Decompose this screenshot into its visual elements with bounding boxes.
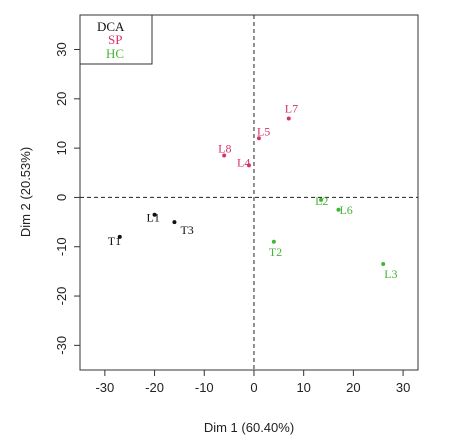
data-points: T1 L1 T3 L7 L5 L8 L4 L2 L6 T2 L3 [108, 102, 398, 281]
y-tick-label: -30 [54, 336, 69, 355]
data-point [172, 220, 177, 225]
point-label: L5 [257, 124, 270, 138]
legend-entry: SP [108, 32, 122, 47]
point-label: L7 [285, 102, 298, 116]
legend-box [79, 14, 153, 65]
y-tick-label: 0 [54, 194, 69, 201]
point-label: L4 [237, 155, 250, 169]
data-point [117, 234, 122, 239]
x-tick-label: -10 [195, 380, 214, 395]
data-point [152, 212, 157, 217]
data-point [381, 261, 386, 266]
y-axis: -30 -20 -10 0 10 20 30 [54, 42, 80, 355]
x-tick-label: -30 [95, 380, 114, 395]
y-tick-label: -10 [54, 237, 69, 256]
reference-lines [80, 15, 418, 370]
data-point [256, 136, 261, 141]
x-axis-label: Dim 1 (60.40%) [204, 420, 294, 435]
data-point [319, 197, 324, 202]
data-point [222, 153, 227, 158]
y-axis-label: Dim 2 (20.53%) [18, 147, 33, 237]
x-tick-label: 20 [346, 380, 360, 395]
point-label: L3 [384, 267, 397, 281]
x-tick-label: -20 [145, 380, 164, 395]
data-point [271, 239, 276, 244]
point-label: L2 [315, 194, 328, 208]
x-tick-label: 0 [250, 380, 257, 395]
data-point [336, 207, 341, 212]
point-label: L6 [339, 203, 352, 217]
x-axis: -30 -20 -10 0 10 20 30 [95, 370, 410, 395]
y-tick-label: 20 [54, 92, 69, 106]
legend-entry: HC [106, 46, 124, 61]
y-tick-label: 30 [54, 42, 69, 56]
point-label: L8 [218, 142, 231, 156]
y-tick-label: -20 [54, 287, 69, 306]
plot-frame [79, 14, 419, 371]
point-label: L1 [147, 211, 160, 225]
data-point [286, 116, 291, 121]
data-point [247, 163, 251, 168]
point-label: T3 [180, 223, 193, 237]
point-label: T1 [108, 234, 121, 248]
x-tick-label: 10 [296, 380, 310, 395]
x-tick-label: 30 [396, 380, 410, 395]
point-label: T2 [269, 245, 282, 259]
y-tick-label: 10 [54, 141, 69, 155]
legend-entry: DCA [97, 19, 125, 34]
